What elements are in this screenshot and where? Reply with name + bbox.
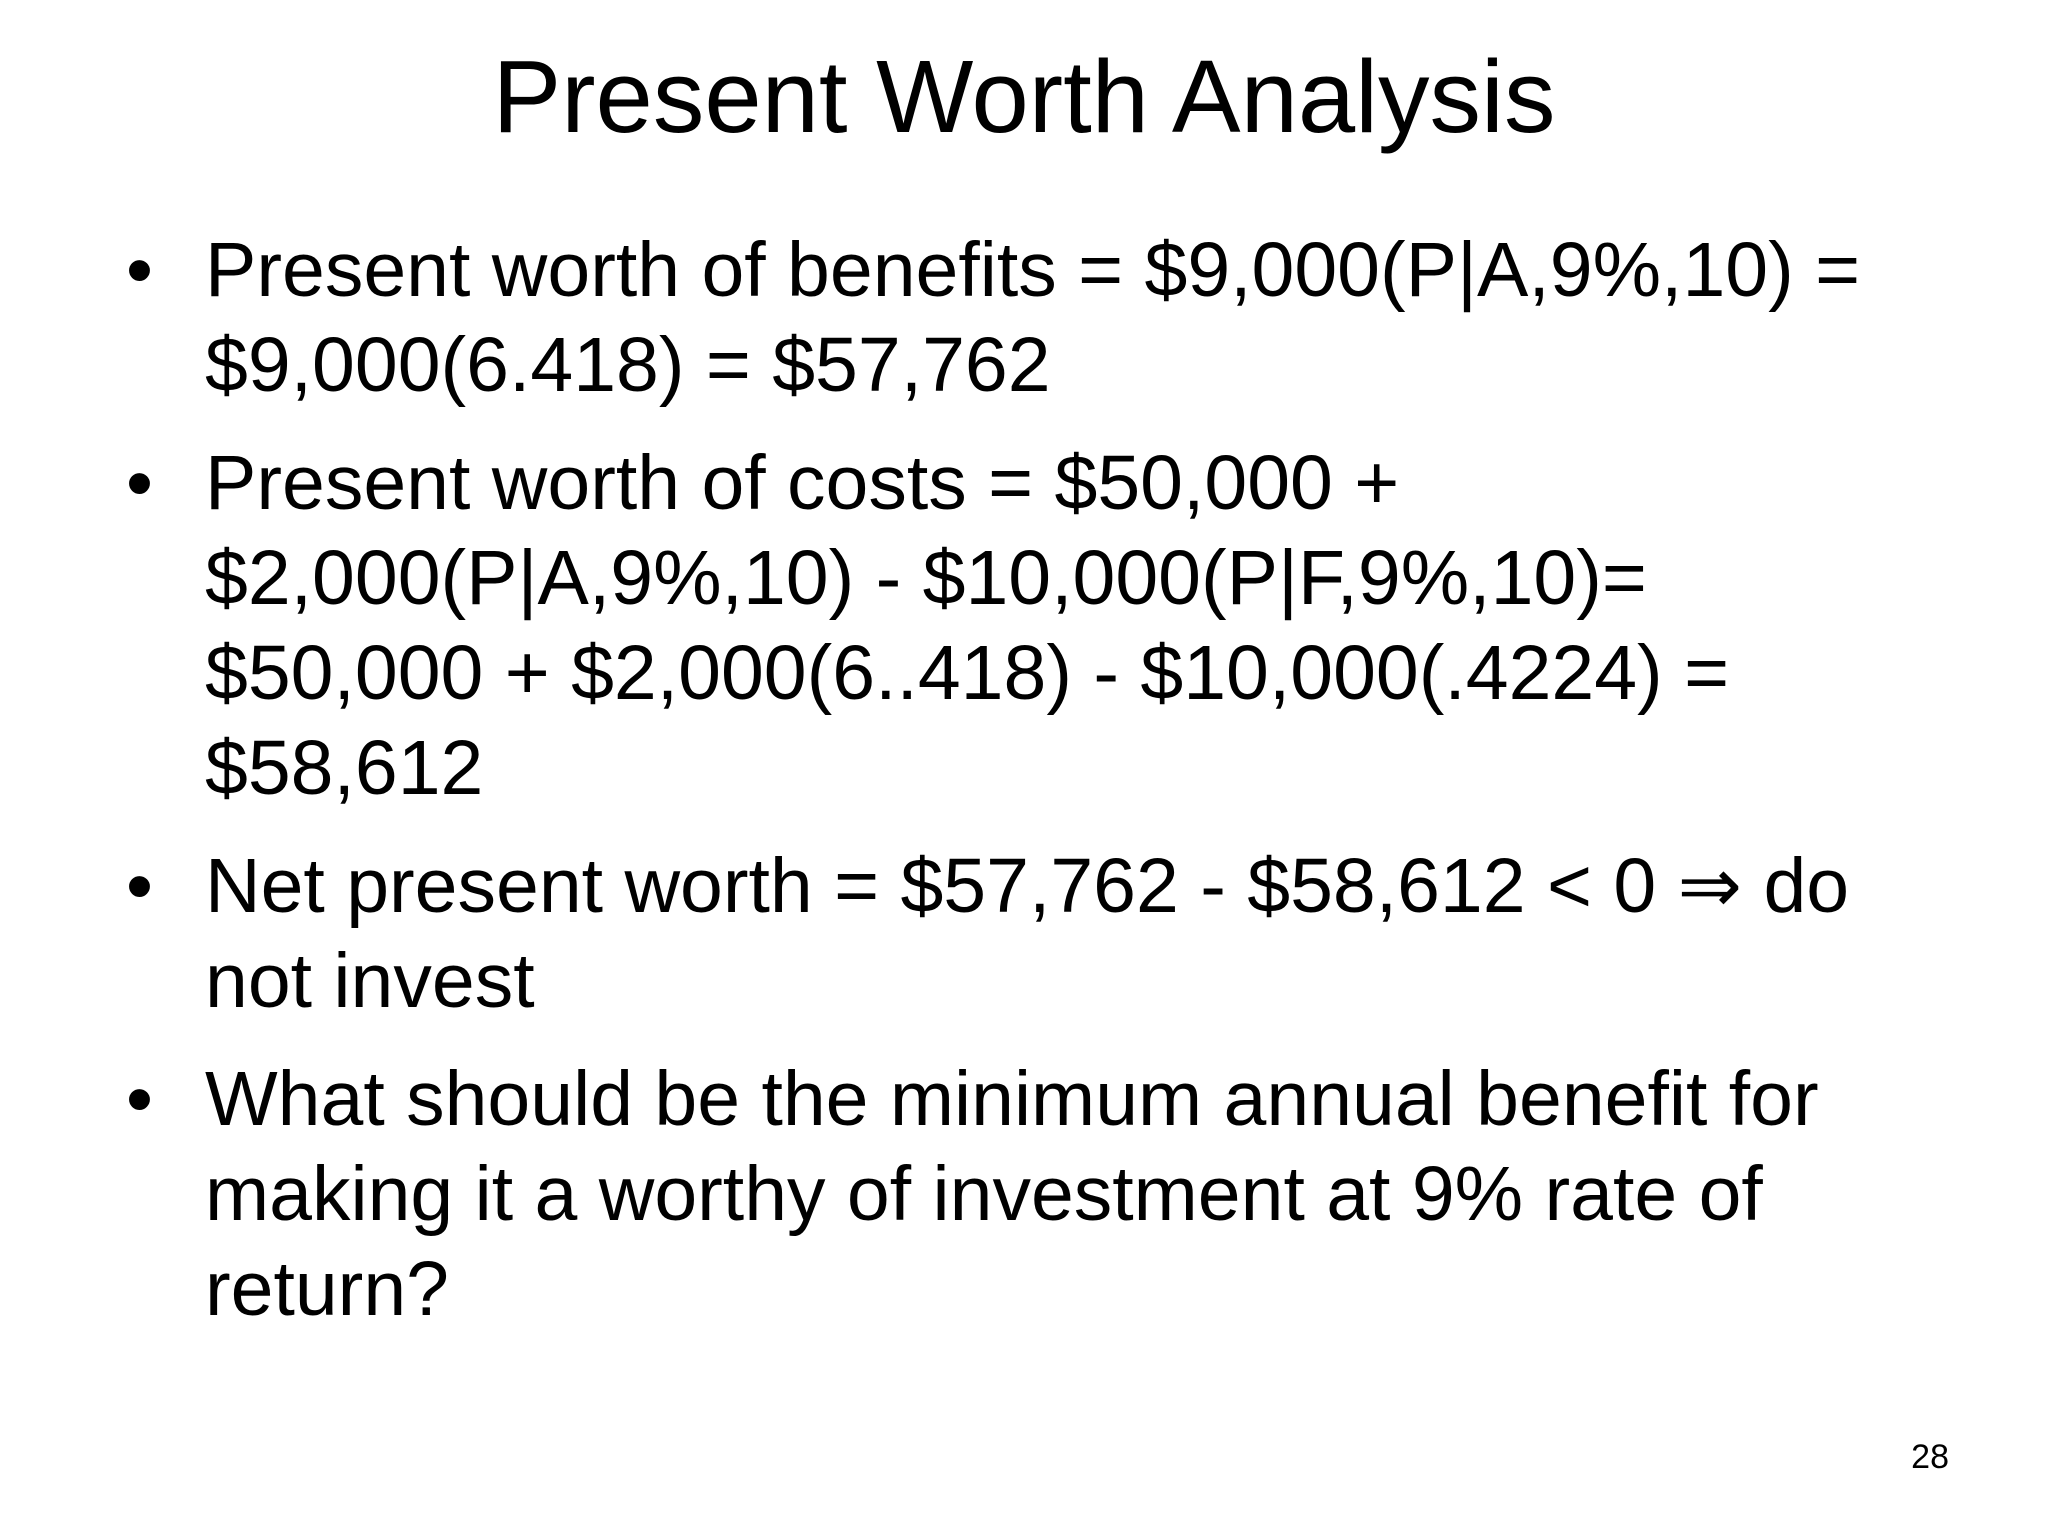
bullet-text: What should be the minimum annual benefi… — [205, 1052, 2048, 1337]
text-line: $9,000(6.418) = $57,762 — [205, 322, 1051, 408]
bullet-marker: • — [126, 843, 153, 929]
bullet-list: • Present worth of benefits = $9,000(P|A,… — [0, 223, 2048, 1360]
text-line: return? — [205, 1246, 449, 1332]
bullet-text: Net present worth = $57,762 - $58,612 < … — [205, 839, 2048, 1029]
text-line: Present worth of benefits = $9,000(P|A,9… — [205, 227, 1861, 313]
bullet-item: • Net present worth = $57,762 - $58,612 <… — [0, 839, 2048, 1029]
text-line: not invest — [205, 938, 535, 1024]
bullet-item: • Present worth of benefits = $9,000(P|A,… — [0, 223, 2048, 413]
text-line: $58,612 — [205, 725, 484, 811]
bullet-text: Present worth of benefits = $9,000(P|A,9… — [205, 223, 2048, 413]
text-line: Present worth of costs = $50,000 + — [205, 440, 1400, 526]
bullet-item: • Present worth of costs = $50,000 + $2,00… — [0, 436, 2048, 816]
bullet-text: Present worth of costs = $50,000 + $2,000… — [205, 436, 2048, 816]
bullet-marker: • — [126, 227, 153, 313]
bullet-marker: • — [126, 440, 153, 526]
bullet-item: • What should be the minimum annual benef… — [0, 1052, 2048, 1337]
text-line: $2,000(P|A,9%,10) - $10,000(P|F,9%,10)= — [205, 535, 1647, 621]
slide-title: Present Worth Analysis — [492, 39, 1556, 154]
bullet-marker: • — [126, 1056, 153, 1142]
page-number: 28 — [1911, 1438, 1949, 1476]
text-line: Net present worth = $57,762 - $58,612 < … — [205, 843, 1850, 929]
text-line: What should be the minimum annual benefi… — [205, 1056, 1819, 1142]
text-line: $50,000 + $2,000(6..418) - $10,000(.4224… — [205, 630, 1730, 716]
text-line: making it a worthy of investment at 9% r… — [205, 1151, 1763, 1237]
